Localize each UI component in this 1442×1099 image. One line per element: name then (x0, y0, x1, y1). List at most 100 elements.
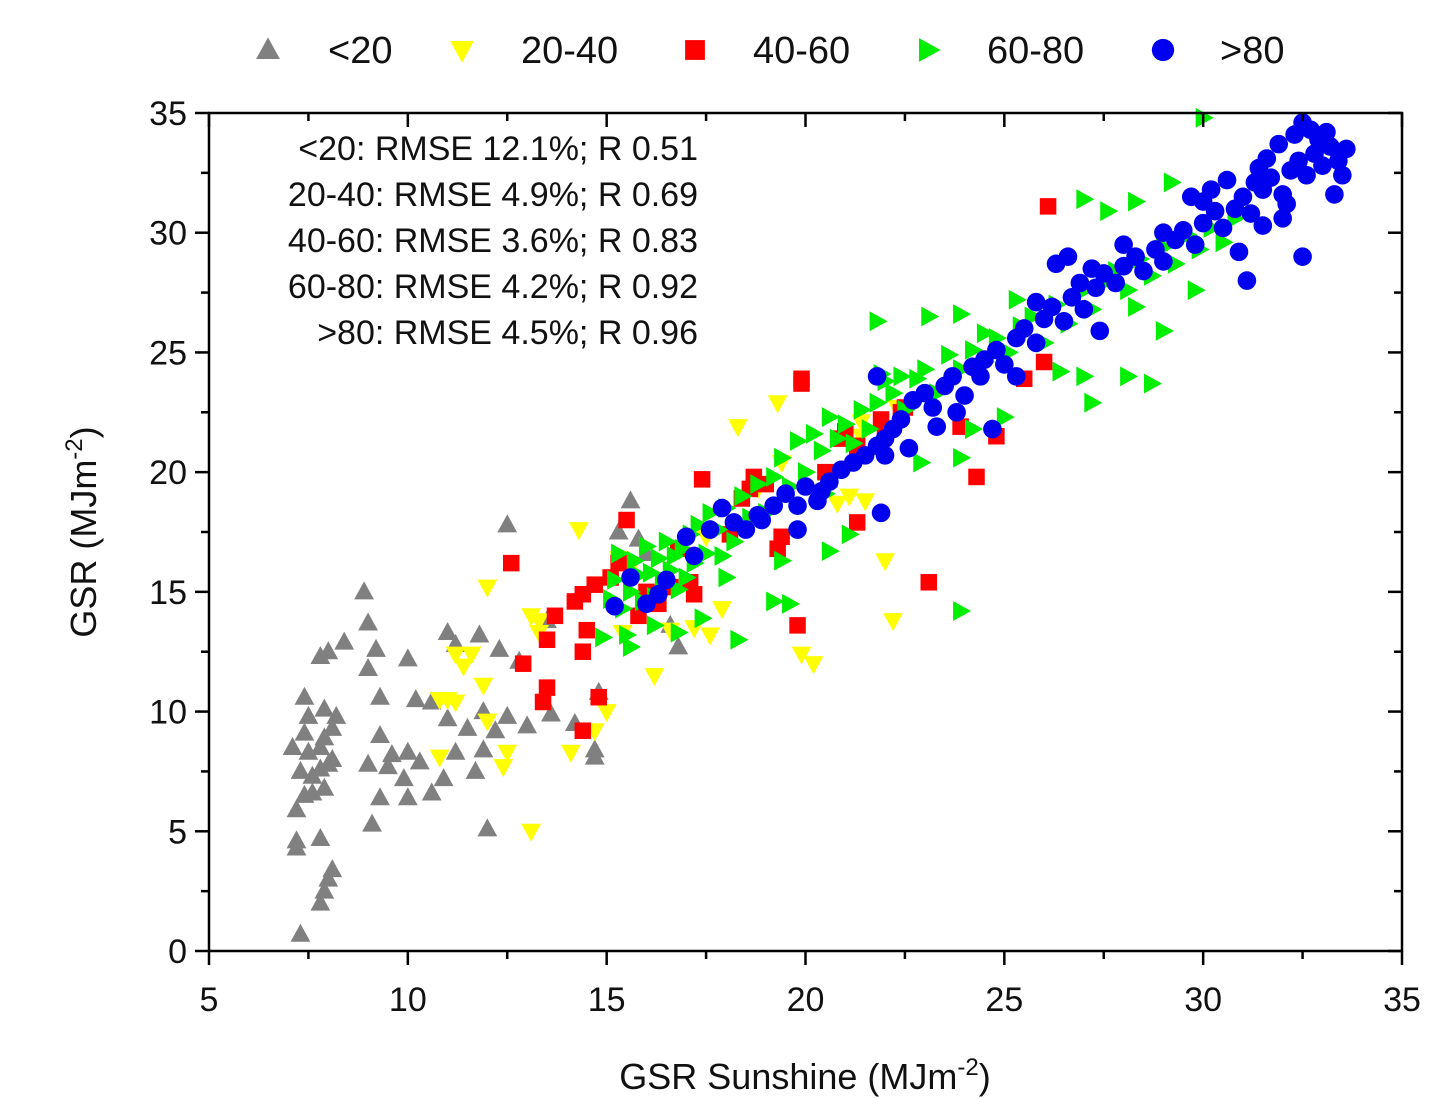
point-2-21 (685, 586, 703, 603)
point-0-36 (314, 727, 335, 746)
annotation-line: 60-80: RMSE 4.2%; R 0.92 (288, 268, 698, 306)
point-4-95 (1257, 149, 1277, 168)
point-3-104 (1052, 361, 1071, 382)
point-3-81 (1163, 172, 1182, 193)
point-3-53 (941, 344, 960, 365)
point-3-92 (730, 629, 749, 650)
x-tick-label: 5 (200, 981, 219, 1019)
point-3-85 (953, 304, 972, 325)
point-3-3 (611, 543, 630, 564)
point-3-25 (702, 502, 721, 523)
point-4-38 (1042, 297, 1062, 317)
point-4-28 (943, 367, 962, 386)
point-4-78 (1293, 247, 1312, 266)
point-2-31 (793, 370, 810, 388)
point-1-1 (493, 759, 514, 778)
point-1-19 (644, 668, 665, 687)
point-4-96 (1217, 170, 1237, 190)
point-2-5 (546, 607, 564, 625)
point-0-37 (322, 717, 343, 736)
point-1-11 (437, 692, 458, 711)
point-4-104 (812, 481, 831, 501)
point-4-47 (1134, 261, 1153, 281)
point-4-89 (788, 520, 807, 539)
point-1-32 (855, 493, 876, 512)
point-3-108 (1187, 280, 1206, 301)
point-0-14 (370, 787, 390, 806)
point-4-42 (1086, 278, 1106, 298)
point-0-0 (290, 923, 311, 942)
point-1-0 (521, 823, 542, 842)
point-0-73 (668, 636, 689, 655)
point-4-55 (1213, 218, 1233, 238)
point-4-92 (1269, 134, 1289, 154)
point-2-0 (502, 554, 520, 572)
point-3-101 (953, 447, 972, 468)
point-4-73 (1325, 185, 1344, 204)
point-3-42 (837, 414, 856, 435)
y-tick-label: 15 (149, 574, 187, 612)
point-0-39 (437, 708, 458, 727)
point-2-8 (574, 643, 592, 660)
point-1-8 (473, 677, 494, 696)
point-1-7 (461, 646, 482, 665)
point-3-82 (1195, 107, 1214, 128)
point-3-37 (798, 462, 816, 483)
point-0-50 (497, 705, 518, 724)
point-3-112 (718, 567, 737, 588)
point-3-84 (921, 306, 940, 327)
point-4-64 (1297, 165, 1316, 185)
legend-label: >80 (1220, 30, 1284, 72)
point-2-48 (1039, 198, 1057, 215)
point-4-46 (1126, 247, 1145, 266)
point-0-35 (294, 722, 315, 741)
annotation-line: 20-40: RMSE 4.9%; R 0.69 (288, 176, 698, 214)
legend-label: 60-80 (987, 30, 1084, 72)
point-3-97 (821, 541, 840, 562)
x-axis-label: GSR Sunshine (MJm-2) (619, 1054, 990, 1097)
point-4-76 (1253, 216, 1273, 235)
point-3-76 (1215, 232, 1234, 253)
point-3-45 (861, 419, 880, 439)
point-4-110 (1313, 127, 1332, 147)
point-4-53 (1193, 213, 1213, 233)
point-3-48 (885, 383, 904, 404)
point-1-36 (875, 553, 895, 572)
y-tick-label: 5 (168, 813, 187, 851)
point-4-49 (1154, 252, 1173, 271)
point-0-48 (421, 691, 442, 710)
point-3-46 (869, 392, 888, 413)
point-4-112 (1193, 192, 1213, 211)
point-0-31 (382, 744, 402, 763)
point-3-36 (790, 431, 809, 451)
point-0-57 (334, 631, 355, 650)
point-0-56 (318, 641, 339, 660)
point-4-1 (621, 568, 640, 587)
point-1-4 (429, 749, 450, 768)
point-1-15 (568, 522, 589, 541)
point-3-38 (805, 423, 824, 444)
point-2-3 (538, 679, 556, 696)
point-0-27 (282, 736, 303, 755)
point-4-77 (1237, 271, 1257, 290)
point-3-41 (829, 428, 848, 449)
point-4-11 (764, 496, 783, 515)
point-3-43 (845, 433, 864, 454)
legend-label: 40-60 (753, 30, 850, 72)
point-1-43 (477, 713, 498, 732)
point-2-2 (534, 693, 552, 711)
point-2-11 (590, 688, 607, 706)
point-3-90 (1084, 392, 1103, 413)
point-4-63 (1289, 151, 1308, 171)
point-1-31 (839, 488, 860, 507)
point-4-25 (915, 383, 935, 403)
x-tick-label: 25 (985, 981, 1023, 1019)
point-3-52 (929, 383, 948, 404)
point-3-19 (674, 538, 693, 559)
point-1-17 (596, 704, 617, 723)
point-4-75 (1273, 209, 1292, 228)
point-3-99 (841, 524, 860, 545)
point-3-23 (690, 514, 709, 535)
point-0-75 (584, 746, 605, 765)
